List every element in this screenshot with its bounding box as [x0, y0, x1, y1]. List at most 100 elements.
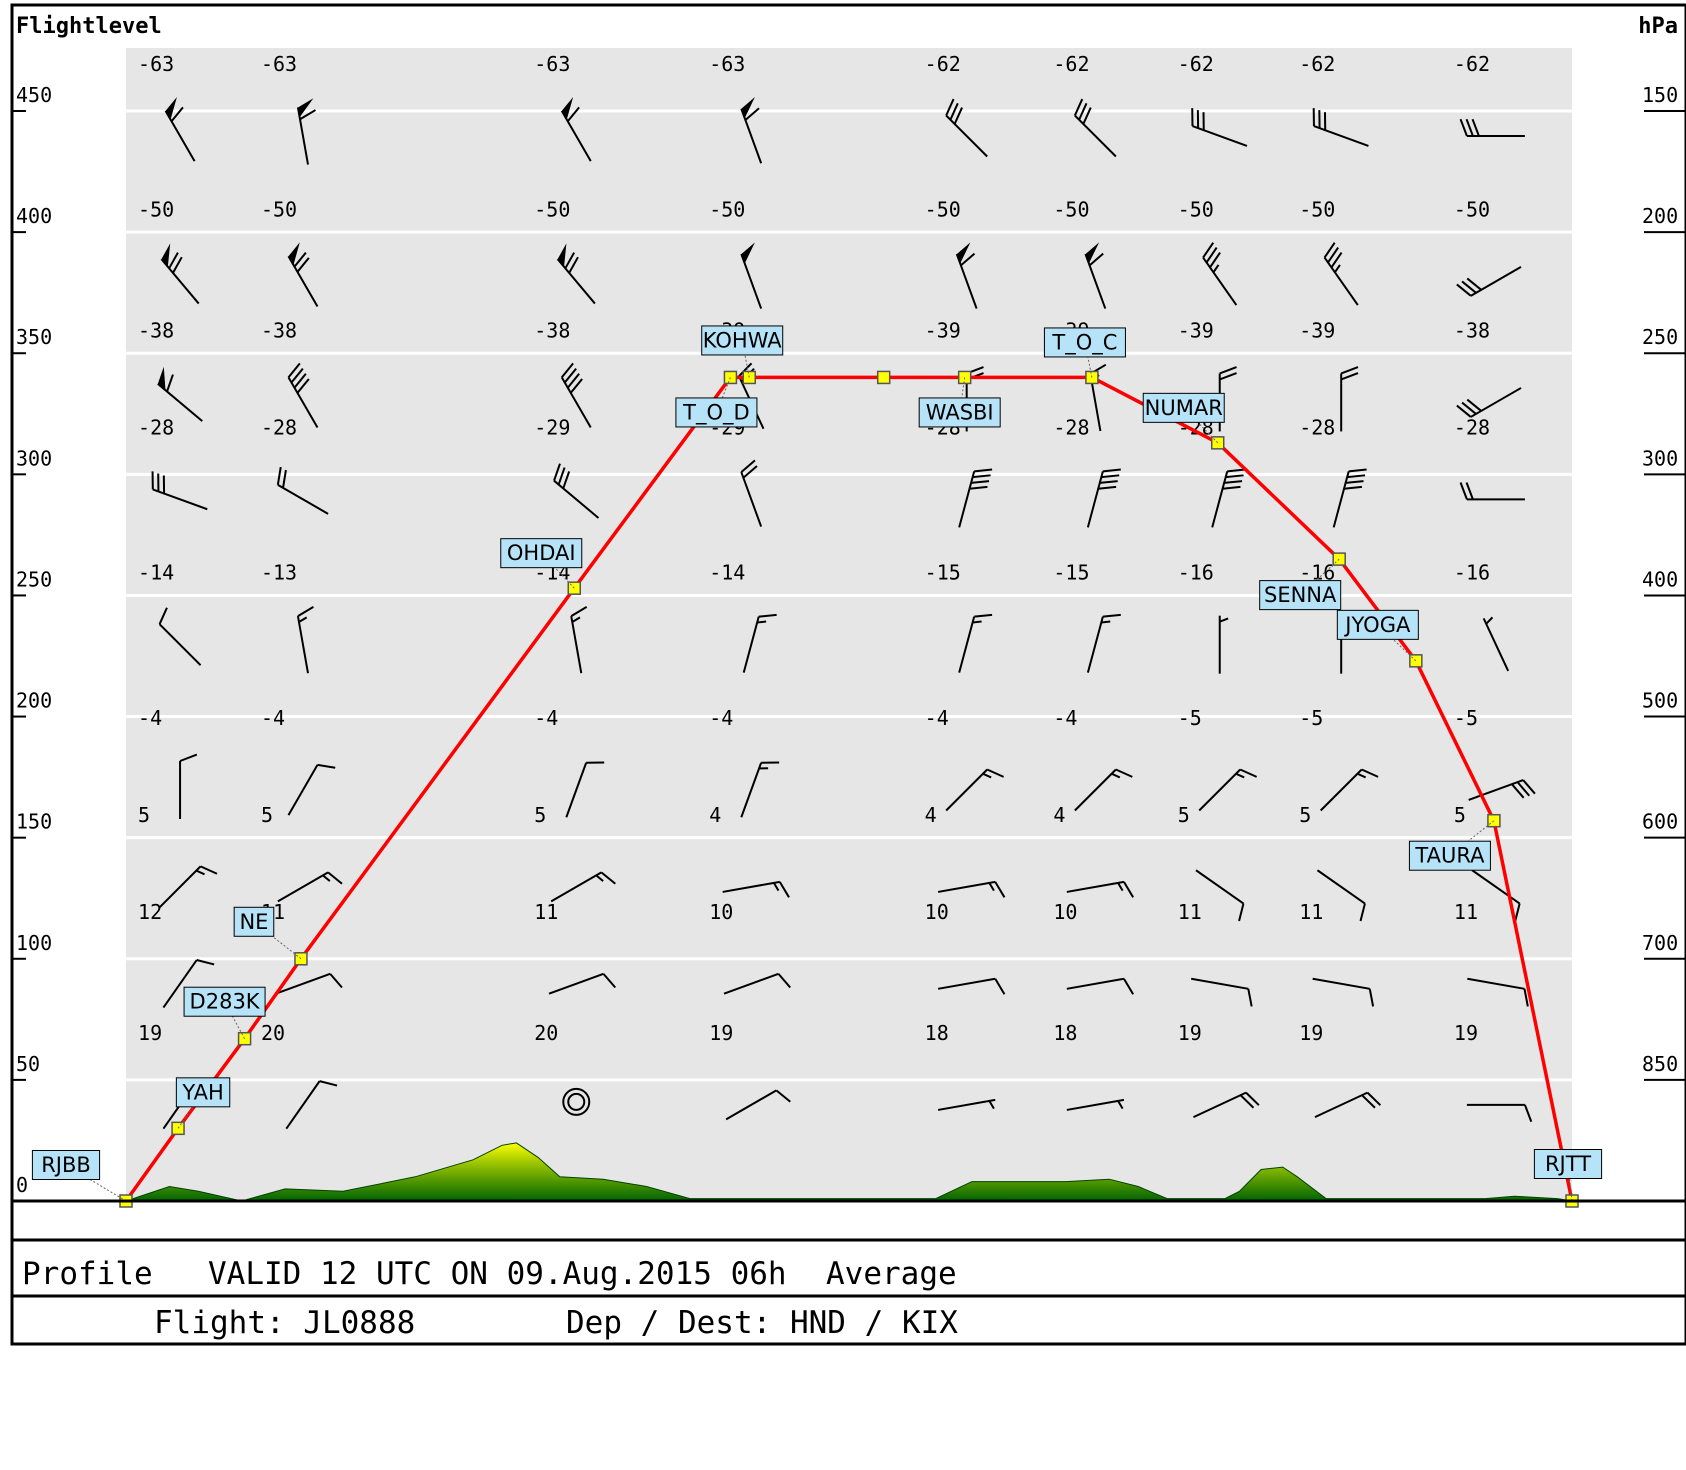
temperature-label: 19: [1299, 1021, 1323, 1045]
temperature-label: -5: [1299, 706, 1323, 730]
right-axis-tick-label: 300: [1642, 446, 1678, 470]
temperature-label: -16: [1178, 561, 1214, 585]
label-text: KOHWA: [703, 328, 783, 352]
temperature-label: -62: [1299, 52, 1335, 76]
temperature-label: 19: [138, 1021, 162, 1045]
temperature-label: -50: [1454, 197, 1490, 221]
right-axis-tick-label: 250: [1642, 325, 1678, 349]
profile-label: Profile: [22, 1246, 153, 1302]
temperature-label: 10: [925, 900, 949, 924]
label-text: RJTT: [1545, 1152, 1591, 1176]
left-axis-tick-label: 300: [16, 446, 52, 470]
temperature-label: -38: [534, 318, 570, 342]
temperature-label: -50: [1178, 197, 1214, 221]
label-text: TAURA: [1414, 844, 1485, 868]
average-label: Average: [826, 1246, 957, 1302]
temperature-label: -38: [1454, 318, 1490, 342]
left-axis-tick-label: 50: [16, 1052, 40, 1076]
dep-dest-label: Dep / Dest: HND / KIX: [566, 1302, 958, 1344]
temperature-label: -50: [709, 197, 745, 221]
left-axis-tick-label: 350: [16, 325, 52, 349]
temperature-label: -4: [138, 706, 162, 730]
temperature-label: 19: [1178, 1021, 1202, 1045]
label-text: JYOGA: [1343, 613, 1411, 637]
temperature-label: 18: [1053, 1021, 1077, 1045]
temperature-label: -39: [1299, 318, 1335, 342]
temperature-label: -50: [534, 197, 570, 221]
temperature-label: -63: [261, 52, 297, 76]
temperature-label: -16: [1454, 561, 1490, 585]
temperature-label: -29: [534, 415, 570, 439]
left-axis-tick-label: 450: [16, 83, 52, 107]
temperature-label: -5: [1454, 706, 1478, 730]
temperature-label: -28: [1454, 415, 1490, 439]
temperature-label: -14: [138, 561, 174, 585]
temperature-label: -50: [1299, 197, 1335, 221]
waypoint-marker: [878, 371, 890, 383]
temperature-label: 5: [1178, 803, 1190, 827]
flight-profile-chart: -63-63-63-63-62-62-62-62-62-50-50-50-50-…: [0, 0, 1686, 1347]
right-axis-tick-label: 400: [1642, 567, 1678, 591]
temperature-label: 20: [534, 1021, 558, 1045]
temperature-label: -14: [709, 561, 745, 585]
temperature-label: 5: [1454, 803, 1466, 827]
temperature-label: -50: [138, 197, 174, 221]
temperature-label: 19: [709, 1021, 733, 1045]
temperature-label: -28: [1299, 415, 1335, 439]
valid-time-label: VALID 12 UTC ON 09.Aug.2015 06h: [208, 1246, 787, 1302]
right-axis-tick-label: 700: [1642, 931, 1678, 955]
temperature-label: -62: [925, 52, 961, 76]
temperature-label: -62: [1178, 52, 1214, 76]
temperature-label: -4: [1053, 706, 1077, 730]
temperature-label: 11: [1178, 900, 1202, 924]
temperature-label: -63: [138, 52, 174, 76]
right-axis-tick-label: 500: [1642, 689, 1678, 713]
footer-validity-row: Profile VALID 12 UTC ON 09.Aug.2015 06h …: [14, 1246, 1672, 1302]
left-axis-tick-label: 400: [16, 204, 52, 228]
label-text: YAH: [181, 1080, 223, 1104]
left-axis-tick-label: 100: [16, 931, 52, 955]
label-text: WASBI: [926, 400, 994, 424]
left-axis-title: Flightlevel: [16, 14, 162, 39]
label-text: NUMAR: [1145, 396, 1223, 420]
temperature-label: -39: [1178, 318, 1214, 342]
temperature-label: -4: [709, 706, 733, 730]
temperature-label: 4: [925, 803, 937, 827]
right-axis-title: hPa: [1638, 14, 1678, 39]
temperature-label: -62: [1454, 52, 1490, 76]
temperature-label: -28: [138, 415, 174, 439]
temperature-label: 11: [534, 900, 558, 924]
right-axis-tick-label: 600: [1642, 810, 1678, 834]
temperature-label: -4: [534, 706, 558, 730]
label-text: T_O_C: [1051, 330, 1117, 355]
temperature-label: -38: [261, 318, 297, 342]
temperature-label: 19: [1454, 1021, 1478, 1045]
temperature-label: 11: [1299, 900, 1323, 924]
label-text: D283K: [190, 990, 261, 1014]
temperature-label: 5: [261, 803, 273, 827]
wind-barb-half: [757, 622, 766, 623]
temperature-label: -15: [1053, 561, 1089, 585]
temperature-label: 10: [1053, 900, 1077, 924]
right-axis-tick-label: 150: [1642, 83, 1678, 107]
right-axis-tick-label: 200: [1642, 204, 1678, 228]
temperature-label: -62: [1053, 52, 1089, 76]
left-axis-tick-label: 0: [16, 1173, 28, 1197]
temperature-label: -15: [925, 561, 961, 585]
temperature-label: -38: [138, 318, 174, 342]
temperature-label: -63: [534, 52, 570, 76]
temperature-label: -28: [261, 415, 297, 439]
right-axis-tick-label: 850: [1642, 1052, 1678, 1076]
temperature-label: 5: [534, 803, 546, 827]
temperature-label: -13: [261, 561, 297, 585]
label-text: SENNA: [1264, 583, 1337, 607]
temperature-label: 10: [709, 900, 733, 924]
temperature-label: 12: [138, 900, 162, 924]
label-text: NE: [239, 910, 268, 934]
temperature-label: 11: [1454, 900, 1478, 924]
left-axis-tick-label: 250: [16, 567, 52, 591]
left-axis-tick-label: 200: [16, 689, 52, 713]
label-text: RJBB: [41, 1153, 91, 1177]
temperature-label: -50: [925, 197, 961, 221]
left-axis-tick-label: 150: [16, 810, 52, 834]
